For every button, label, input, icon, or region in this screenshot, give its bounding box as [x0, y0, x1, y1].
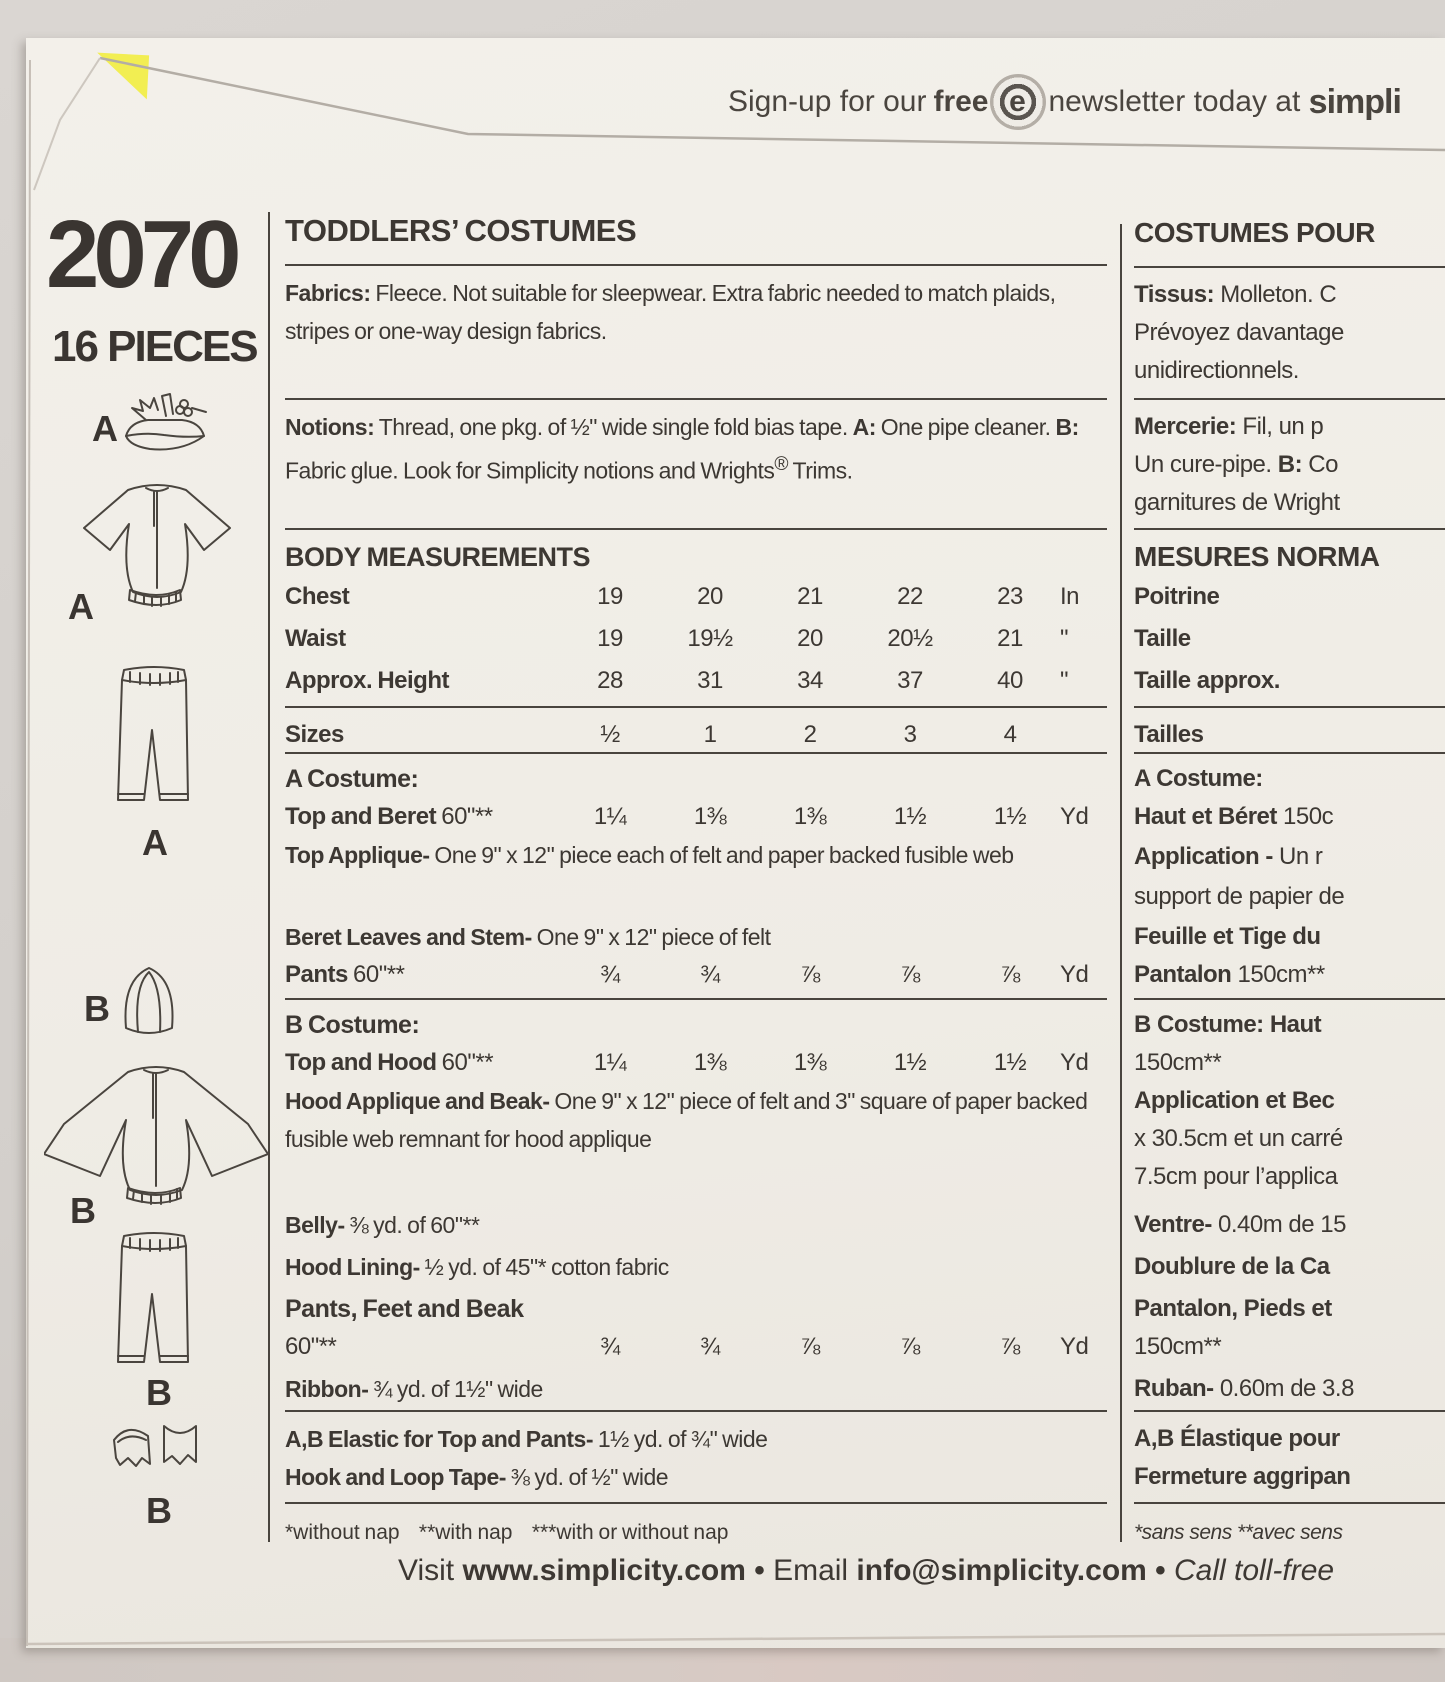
fermeture-line: Fermeture aggripan — [1134, 1463, 1351, 1490]
beret-leaves-line: Beret Leaves and Stem- One 9" x 12" piec… — [285, 924, 771, 950]
page-title: TODDLERS’ COSTUMES — [285, 213, 637, 248]
a-costume-heading: A Costume: — [285, 765, 419, 793]
hook-loop-line: Hook and Loop Tape- ⅜ yd. of ½" wide — [285, 1464, 669, 1490]
envelope-back — [26, 38, 1445, 1648]
footer-visit: Visit — [398, 1554, 463, 1587]
top-b-sketch-icon — [44, 1058, 268, 1220]
fr-b-costume-heading: B Costume: Haut — [1134, 1011, 1322, 1038]
banner-text-2: newsletter today at — [1048, 85, 1301, 118]
banner-free-word: free — [933, 85, 989, 118]
banner-text-1: Sign-up for our — [728, 85, 927, 118]
view-label-b4: B — [146, 1490, 172, 1531]
beret-a-sketch-icon — [116, 388, 212, 460]
taille-label: Taille — [1134, 625, 1191, 652]
french-title: COSTUMES POUR — [1134, 217, 1375, 248]
simplicity-brand-logo: simpli — [1308, 82, 1402, 121]
pants-a-sketch-icon — [112, 660, 196, 816]
doublure-line: Doublure de la Ca — [1134, 1253, 1330, 1280]
footer-bullet-1: • — [745, 1554, 774, 1587]
feuille-tige-line: Feuille et Tige du — [1134, 923, 1321, 950]
footer-email-address: info@simplicity.com — [856, 1554, 1147, 1587]
bullseye-e-logo-icon: e — [989, 74, 1046, 130]
pants-feet-beak-heading: Pants, Feet and Beak — [285, 1295, 524, 1323]
measurement-row-chest: Chest 19 20 21 22 23 In — [285, 583, 1080, 610]
view-label-b2: B — [70, 1190, 96, 1231]
body-measurements-title: BODY MEASUREMENTS — [285, 542, 591, 572]
fr-sens-footnotes: *sans sens **avec sens — [1134, 1521, 1343, 1544]
measurement-row-height: Approx. Height 28 31 34 37 40 " — [285, 667, 1069, 694]
top-applique-line: Top Applique- One 9" x 12" piece each of… — [285, 842, 1014, 868]
price-sticker-corner — [94, 52, 150, 100]
mercerie-line-3: garnitures de Wright — [1134, 489, 1340, 516]
haut-beret-line: Haut et Béret 150c — [1134, 803, 1334, 830]
measurement-row-waist: Waist 19 19½ 20 20½ 21 " — [285, 625, 1069, 652]
newsletter-banner: Sign-up for our free e newsletter today … — [728, 74, 1402, 130]
hood-lining-line: Hood Lining- ½ yd. of 45"* cotton fabric — [285, 1254, 669, 1280]
pantalon-pieds-line-2: 150cm** — [1134, 1333, 1222, 1360]
view-label-a2: A — [68, 586, 94, 627]
elastic-line: A,B Elastic for Top and Pants- 1½ yd. of… — [285, 1426, 768, 1452]
footer-bullet-2: • — [1146, 1554, 1175, 1587]
contact-footer: Visit www.simplicity.com • Email info@si… — [398, 1554, 1334, 1588]
ruban-line: Ruban- 0.60m de 3.8 — [1134, 1375, 1354, 1402]
sizes-row: Sizes ½ 1 2 3 4 — [285, 721, 1017, 748]
application-bec-line-3: 7.5cm pour l’applica — [1134, 1163, 1338, 1190]
mercerie-line-1: Mercerie: Fil, un p — [1134, 413, 1324, 440]
pantalon-line: Pantalon 150cm** — [1134, 961, 1325, 988]
top-a-sketch-icon — [66, 468, 248, 628]
taille-approx-label: Taille approx. — [1134, 667, 1280, 694]
notions-paragraph: Notions: Thread, one pkg. of ½" wide sin… — [285, 414, 1079, 484]
column-divider-english-french — [1120, 224, 1122, 1542]
application-bec-line: Application et Bec — [1134, 1087, 1335, 1114]
yardage-row-top-hood: Top and Hood 60"** 1¼ 1⅜ 1⅜ 1½ 1½ Yd — [285, 1049, 1089, 1076]
yardage-row-pants-a: Pants 60"** ¾ ¾ ⅞ ⅞ ⅞ Yd — [285, 961, 1089, 988]
tissus-line-2: Prévoyez davantage — [1134, 319, 1344, 346]
tissus-line-3: unidirectionnels. — [1134, 357, 1299, 384]
mesures-title: MESURES NORMA — [1134, 541, 1380, 572]
application-line-2: support de papier de — [1134, 883, 1345, 910]
yardage-row-pants-feet-beak: 60"** ¾ ¾ ⅞ ⅞ ⅞ Yd — [285, 1333, 1089, 1360]
ribbon-line: Ribbon- ¾ yd. of 1½" wide — [285, 1376, 543, 1402]
pantalon-pieds-line: Pantalon, Pieds et — [1134, 1295, 1332, 1322]
application-bec-line-2: x 30.5cm et un carré — [1134, 1125, 1343, 1152]
mercerie-line-2: Un cure-pipe. B: Co — [1134, 451, 1338, 478]
pattern-piece-count: 16 PIECES — [52, 322, 259, 371]
hood-applique-line: Hood Applique and Beak- One 9" x 12" pie… — [285, 1088, 1088, 1152]
tissus-line-1: Tissus: Molleton. C — [1134, 281, 1337, 308]
b-costume-heading: B Costume: — [285, 1011, 420, 1039]
booties-b-sketch-icon — [108, 1418, 204, 1482]
elastique-line: A,B Élastique pour — [1134, 1425, 1340, 1452]
fr-a-costume-heading: A Costume: — [1134, 765, 1263, 792]
view-label-b1: B — [84, 988, 110, 1029]
view-label-a1: A — [92, 408, 118, 449]
footer-website-url: www.simplicity.com — [462, 1554, 746, 1587]
application-line: Application - Un r — [1134, 843, 1323, 870]
column-divider-left — [268, 212, 270, 1542]
fr-b-line-2: 150cm** — [1134, 1049, 1222, 1076]
ventre-line: Ventre- 0.40m de 15 — [1134, 1211, 1346, 1238]
pattern-number: 2070 — [46, 201, 242, 308]
footer-call-tollfree: Call toll-free — [1174, 1554, 1335, 1587]
fabrics-paragraph: Fabrics: Fleece. Not suitable for sleepw… — [285, 280, 1056, 344]
footer-email-word: Email — [773, 1554, 857, 1587]
hood-b-sketch-icon — [118, 962, 180, 1042]
tailles-label: Tailles — [1134, 721, 1204, 748]
yardage-row-top-beret: Top and Beret 60"** 1¼ 1⅜ 1⅜ 1½ 1½ Yd — [285, 803, 1089, 830]
pants-b-sketch-icon — [112, 1226, 196, 1376]
view-label-a3: A — [142, 822, 168, 863]
poitrine-label: Poitrine — [1134, 583, 1220, 610]
view-label-b3: B — [146, 1372, 172, 1413]
belly-line: Belly- ⅜ yd. of 60"** — [285, 1212, 480, 1238]
nap-footnotes: *without nap **with nap ***with or witho… — [285, 1521, 729, 1544]
